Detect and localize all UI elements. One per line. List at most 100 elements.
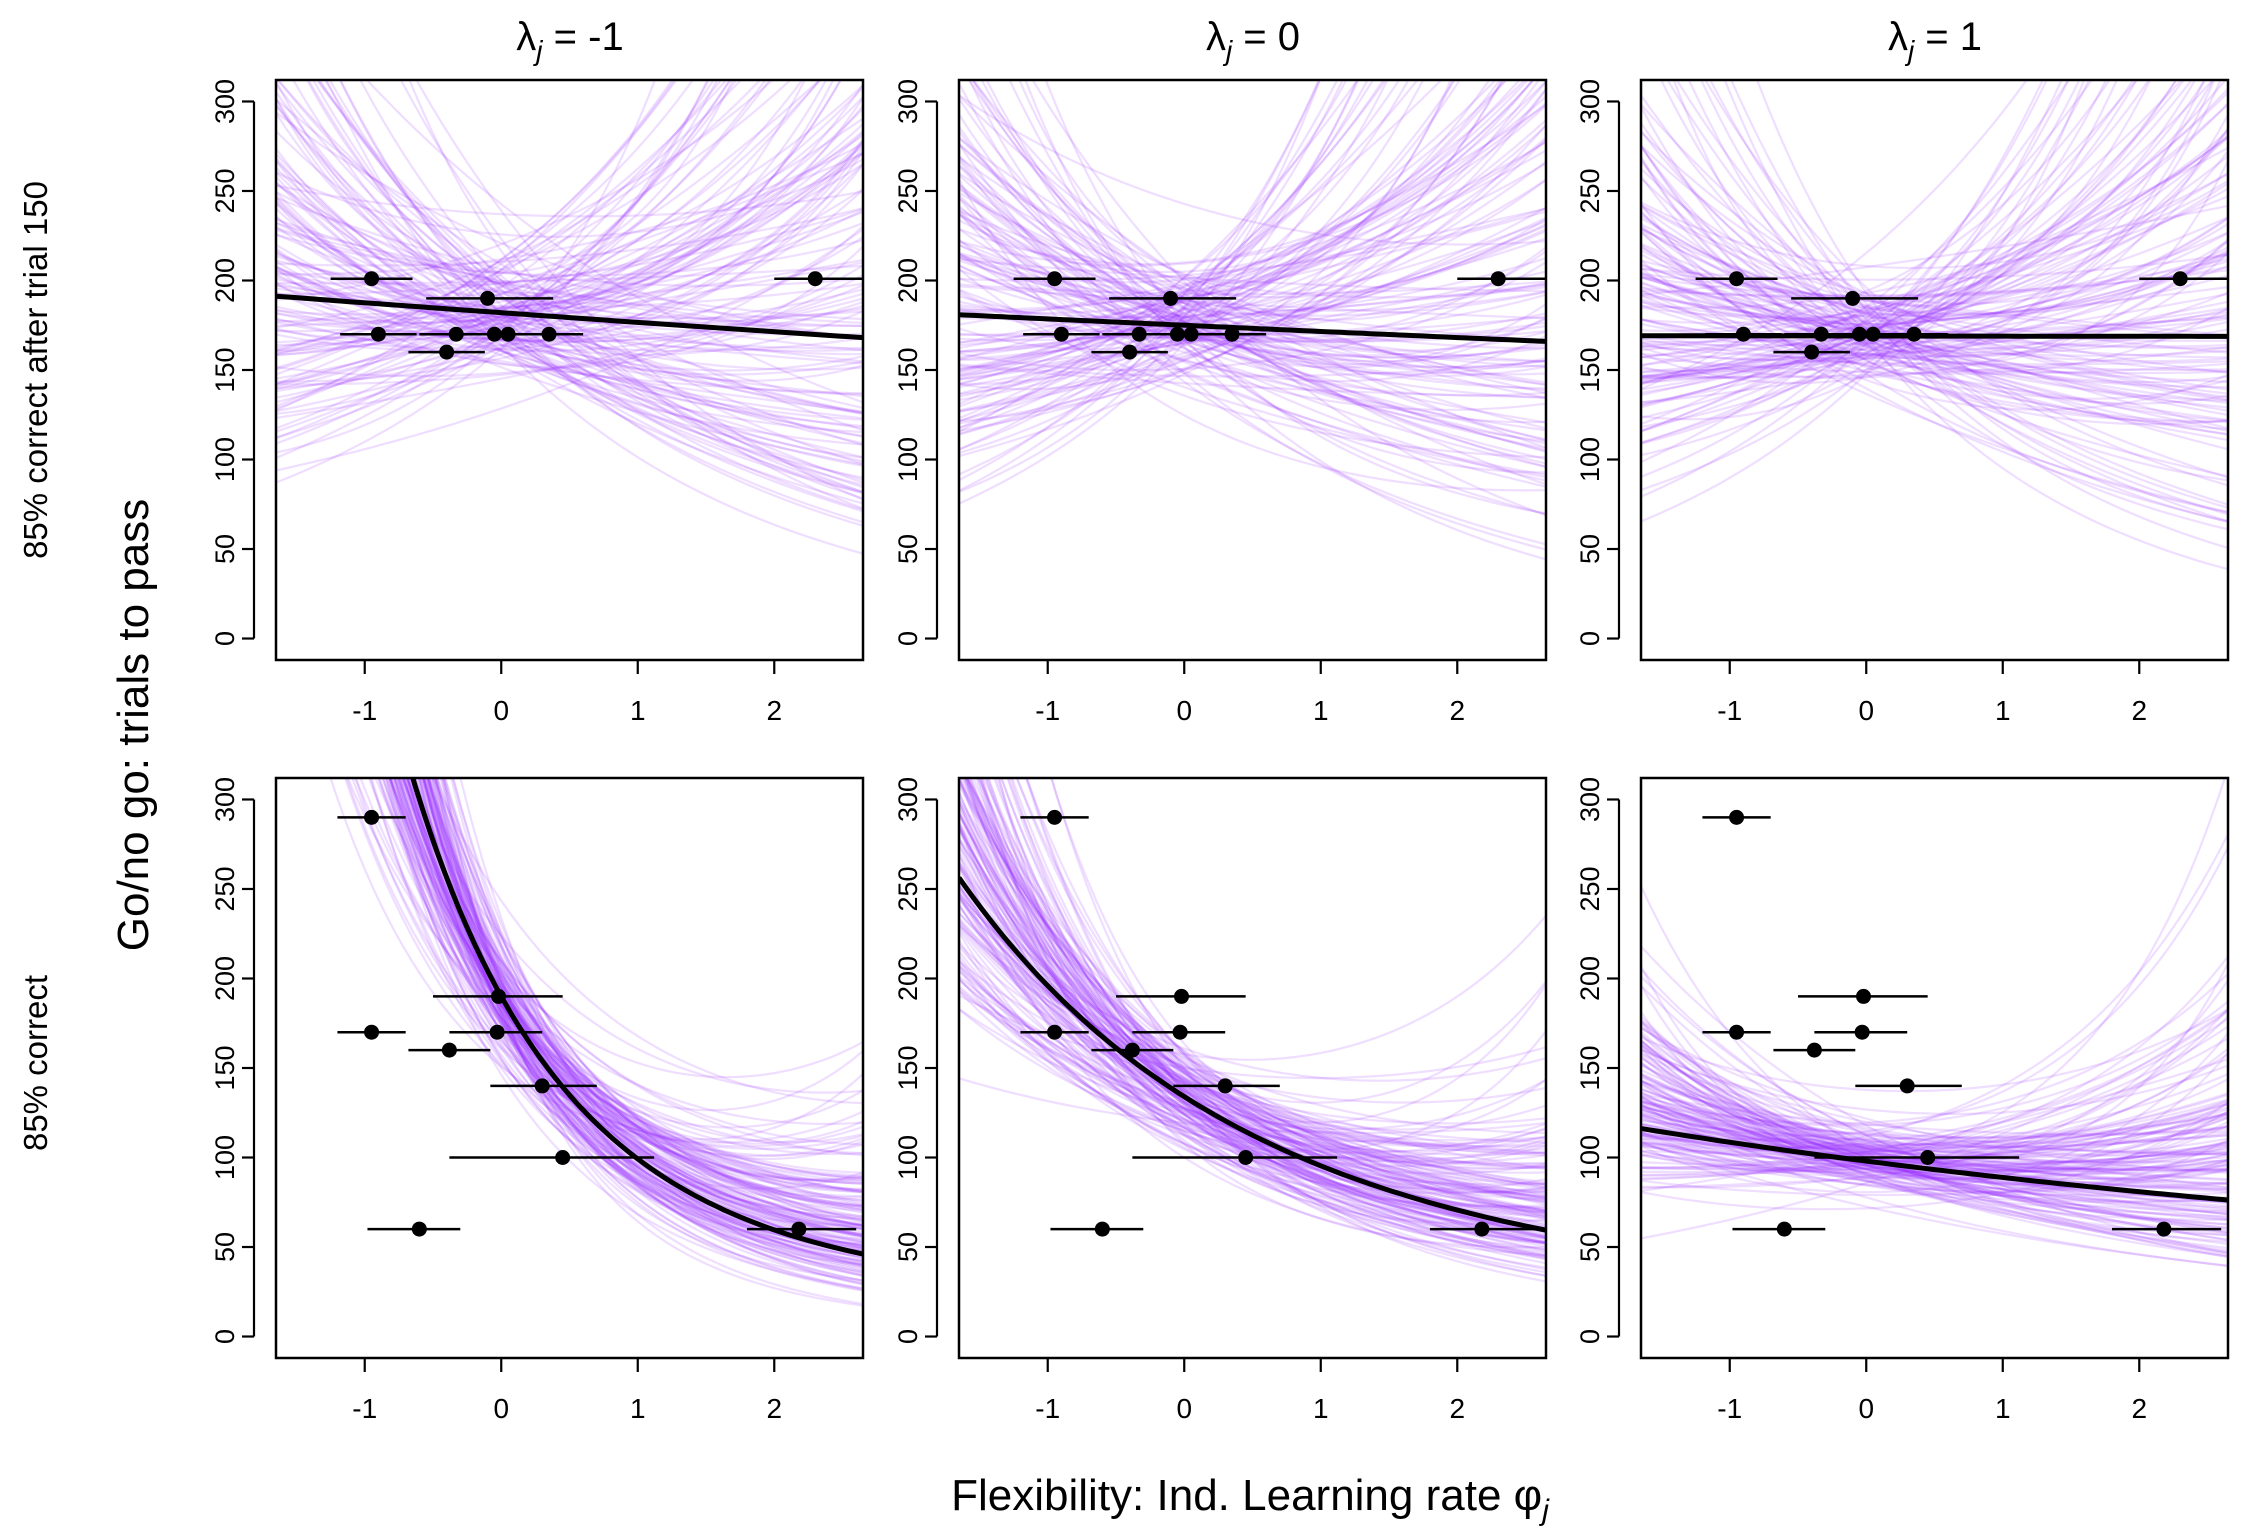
posterior-curve [276, 228, 863, 324]
data-point [1122, 344, 1138, 360]
posterior-curve [959, 183, 1546, 299]
posterior-curve [959, 80, 1541, 458]
x-tick-label: 0 [1176, 695, 1192, 726]
posterior-curve [1641, 257, 2228, 297]
posterior-curve [276, 80, 695, 356]
posterior-curve [1641, 80, 2108, 457]
data-point [411, 1221, 427, 1237]
posterior-curve [1641, 80, 2183, 432]
posterior-curve [959, 81, 1546, 315]
posterior-curve [419, 778, 863, 1201]
posterior-curve [959, 156, 1546, 386]
posterior-curve [959, 825, 1546, 1163]
posterior-curve [427, 778, 863, 1228]
posterior-curve [276, 251, 863, 413]
posterior-curve [276, 153, 863, 487]
posterior-curve [276, 104, 863, 481]
data-point [1920, 1150, 1936, 1166]
posterior-curve [325, 80, 863, 555]
x-tick-label: 2 [1449, 695, 1465, 726]
panel-r2-c1: -1 0 1 2 0 50 100 150 200 250 300 [210, 776, 865, 1424]
data-point [448, 326, 464, 342]
posterior-curve [959, 228, 1546, 361]
posterior-curve [452, 778, 863, 1267]
posterior-curve [1641, 1007, 2228, 1153]
posterior-curve [431, 778, 863, 1161]
posterior-curve [276, 80, 710, 484]
posterior-curve [1641, 300, 2228, 380]
posterior-curve [276, 146, 863, 341]
posterior-curve [979, 778, 1546, 1152]
posterior-curve [1641, 1044, 2228, 1188]
posterior-curve [959, 780, 1546, 1218]
posterior-curve [959, 779, 1546, 1186]
posterior-curve [345, 778, 863, 1150]
posterior-curve [404, 778, 863, 1264]
posterior-curve [276, 317, 863, 395]
posterior-curve [959, 827, 1546, 1220]
posterior-curve [388, 778, 863, 1214]
posterior-curve [440, 778, 863, 1266]
posterior-curve [1641, 1079, 2228, 1235]
posterior-curve [1009, 778, 1546, 1194]
posterior-curve [959, 140, 1546, 374]
posterior-curve [959, 839, 1546, 1197]
posterior-curve [1024, 80, 1546, 474]
x-axis-title: Flexibility: Ind. Learning rate φj [951, 1471, 1550, 1527]
posterior-curve [276, 222, 863, 327]
posterior-curve [425, 778, 863, 1198]
posterior-curve [959, 781, 1546, 1214]
posterior-curve [959, 943, 1546, 1125]
mean-curve [276, 293, 863, 341]
posterior-curve [276, 80, 821, 439]
posterior-curve [1641, 273, 2228, 399]
posterior-curve [276, 130, 863, 356]
posterior-curve [959, 866, 1546, 1256]
y-tick-label: 250 [893, 168, 923, 213]
posterior-curve [969, 778, 1546, 1271]
posterior-curve [959, 824, 1546, 1131]
posterior-curve [405, 778, 863, 1207]
posterior-curve [1641, 1016, 2228, 1226]
posterior-curve [1641, 1113, 2228, 1189]
posterior-curve [412, 778, 863, 1208]
posterior-curve [1641, 1091, 2228, 1173]
posterior-curve [1641, 1154, 2228, 1180]
posterior-curve [1641, 80, 2207, 352]
posterior-curve [410, 778, 863, 1228]
posterior-curve [959, 80, 1527, 371]
posterior-curve [1756, 80, 2228, 523]
posterior-curve [1641, 167, 2228, 305]
col-title-2-sub: j [1222, 35, 1233, 66]
posterior-curve [423, 778, 863, 1282]
posterior-curve [1641, 1030, 2228, 1181]
posterior-curve [276, 117, 863, 388]
posterior-curve [959, 80, 1521, 395]
data-point [364, 1024, 380, 1040]
posterior-curve [1641, 1104, 2228, 1268]
posterior-curve [425, 778, 863, 1245]
posterior-curve [276, 167, 863, 495]
posterior-curve [1641, 1127, 2228, 1203]
posterior-curve [1641, 352, 2228, 366]
y-tick-label: 250 [1575, 168, 1605, 213]
posterior-curve [1641, 1128, 2228, 1141]
posterior-curve [959, 164, 1546, 482]
posterior-curve [415, 80, 863, 501]
x-tick-label: 0 [1858, 695, 1874, 726]
posterior-curve [1641, 216, 2228, 325]
posterior-curve [428, 778, 863, 1263]
posterior-curve [959, 826, 1546, 1245]
row-label-1: 85% correct after trial 150 [17, 181, 54, 559]
posterior-curve [1641, 264, 2228, 374]
posterior-curve [1641, 1049, 2228, 1243]
posterior-curve [1641, 264, 2228, 348]
posterior-curve [959, 861, 1546, 1131]
x-axis-title-gap [1501, 1471, 1513, 1520]
posterior-curve [1641, 80, 2048, 478]
posterior-curve [985, 80, 1546, 424]
posterior-curve [1641, 1095, 2228, 1221]
posterior-curve [425, 778, 863, 1185]
posterior-curve [1641, 80, 2028, 391]
